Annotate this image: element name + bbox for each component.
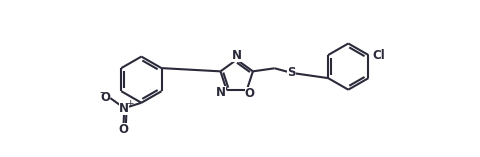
Text: Cl: Cl <box>372 49 385 62</box>
Text: O: O <box>100 91 110 104</box>
Text: +: + <box>126 99 134 108</box>
Text: O: O <box>245 87 255 100</box>
Text: -: - <box>99 86 103 99</box>
Text: O: O <box>119 123 129 136</box>
Text: N: N <box>120 102 129 115</box>
Text: N: N <box>216 87 226 100</box>
Text: S: S <box>288 66 296 79</box>
Text: N: N <box>232 49 242 62</box>
